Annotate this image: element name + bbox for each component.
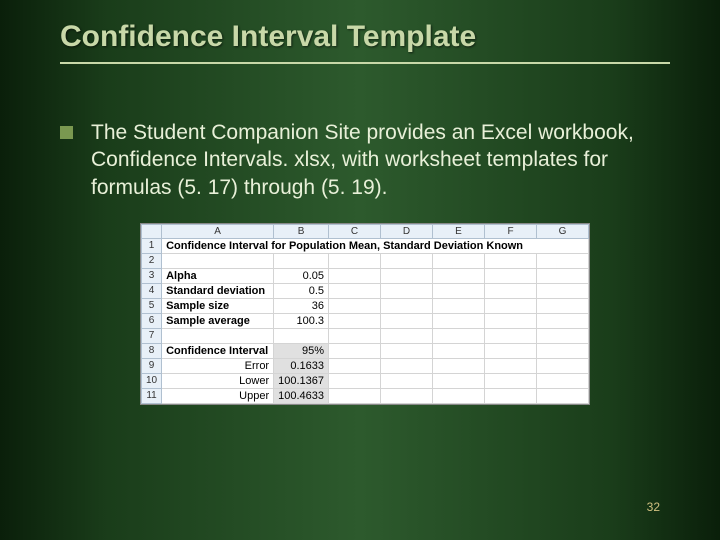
excel-row: 11 Upper 100.4633 [141, 388, 588, 403]
excel-ci-value: 95% [274, 343, 329, 358]
page-number: 32 [647, 500, 660, 514]
title-underline [60, 62, 670, 64]
excel-ci-value: 100.4633 [274, 388, 329, 403]
excel-row-header: 9 [141, 358, 161, 373]
excel-ci-header: Confidence Interval [162, 343, 274, 358]
excel-row-header: 5 [141, 298, 161, 313]
excel-screenshot: A B C D E F G 1 Confidence Interval for … [60, 223, 670, 405]
excel-col-header: F [485, 224, 537, 238]
excel-col-header: C [329, 224, 381, 238]
excel-row: 3 Alpha 0.05 [141, 268, 588, 283]
excel-value: 100.3 [274, 313, 329, 328]
excel-label: Sample average [162, 313, 274, 328]
bullet-item: The Student Companion Site provides an E… [60, 119, 670, 201]
excel-row: 9 Error 0.1633 [141, 358, 588, 373]
excel-value: 0.5 [274, 283, 329, 298]
excel-row: 4 Standard deviation 0.5 [141, 283, 588, 298]
excel-row-header: 11 [141, 388, 161, 403]
excel-row: 6 Sample average 100.3 [141, 313, 588, 328]
excel-row-header: 2 [141, 253, 161, 268]
excel-ci-value: 100.1367 [274, 373, 329, 388]
excel-ci-value: 0.1633 [274, 358, 329, 373]
excel-label: Sample size [162, 298, 274, 313]
body-text: The Student Companion Site provides an E… [91, 119, 670, 201]
excel-col-header: E [433, 224, 485, 238]
excel-value: 36 [274, 298, 329, 313]
excel-col-header: B [274, 224, 329, 238]
slide-container: Confidence Interval Template The Student… [0, 0, 720, 540]
excel-label: Alpha [162, 268, 274, 283]
excel-ci-label: Error [162, 358, 274, 373]
excel-row-header: 3 [141, 268, 161, 283]
excel-row: 10 Lower 100.1367 [141, 373, 588, 388]
slide-title: Confidence Interval Template [60, 20, 670, 54]
excel-row: 1 Confidence Interval for Population Mea… [141, 238, 588, 253]
excel-row-header: 7 [141, 328, 161, 343]
bullet-square-icon [60, 126, 73, 139]
excel-col-header: A [162, 224, 274, 238]
excel-row: 8 Confidence Interval 95% [141, 343, 588, 358]
excel-table: A B C D E F G 1 Confidence Interval for … [140, 223, 590, 405]
excel-col-header-row: A B C D E F G [141, 224, 588, 238]
excel-corner-cell [141, 224, 161, 238]
excel-title-cell: Confidence Interval for Population Mean,… [162, 238, 589, 253]
excel-row-header: 4 [141, 283, 161, 298]
excel-row-header: 1 [141, 238, 161, 253]
excel-row-header: 6 [141, 313, 161, 328]
excel-row: 7 [141, 328, 588, 343]
excel-row-header: 8 [141, 343, 161, 358]
excel-ci-label: Upper [162, 388, 274, 403]
excel-row: 2 [141, 253, 588, 268]
excel-row-header: 10 [141, 373, 161, 388]
excel-row: 5 Sample size 36 [141, 298, 588, 313]
excel-col-header: D [381, 224, 433, 238]
excel-ci-label: Lower [162, 373, 274, 388]
excel-col-header: G [537, 224, 589, 238]
excel-label: Standard deviation [162, 283, 274, 298]
excel-value: 0.05 [274, 268, 329, 283]
